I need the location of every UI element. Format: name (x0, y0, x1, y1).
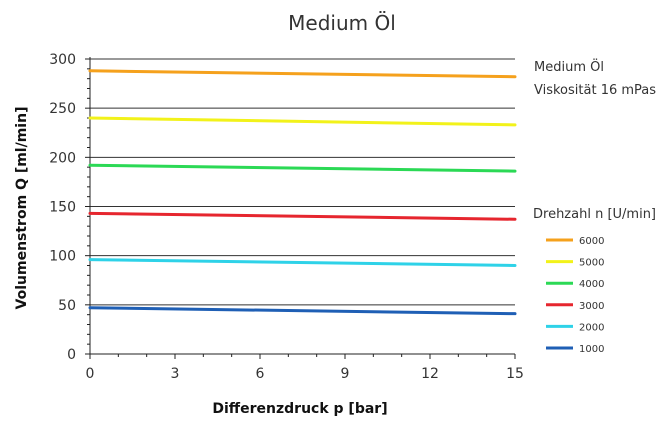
series-line-3000 (88, 211, 517, 221)
grid-lines (90, 58, 515, 306)
chart-title: Medium Öl (288, 11, 396, 35)
info-viscosity: Viskosität 16 mPas (534, 83, 656, 98)
y-tick-label: 150 (49, 200, 76, 216)
y-tick-label: 100 (49, 249, 76, 265)
y-tick-label: 50 (58, 298, 76, 314)
series-line-2000 (88, 258, 517, 267)
legend-label-1000: 1000 (579, 344, 604, 355)
x-tick-label: 6 (256, 366, 265, 382)
y-tick-label: 0 (67, 347, 76, 363)
y-tick-label: 300 (49, 52, 76, 68)
legend: 6000 5000 4000 3000 2000 1000 (546, 236, 604, 355)
x-tick-label: 0 (86, 366, 95, 382)
y-tick-label: 250 (49, 101, 76, 117)
x-tick-label: 15 (506, 366, 524, 382)
tick-labels: 0 50 100 150 200 250 300 0 3 6 9 12 15 (49, 52, 524, 382)
legend-label-6000: 6000 (579, 236, 604, 247)
x-axis-label: Differenzdruck p [bar] (212, 401, 387, 417)
legend-title: Drehzahl n [U/min] (533, 207, 656, 222)
axes (85, 57, 516, 359)
series-line-1000 (88, 306, 517, 316)
legend-label-5000: 5000 (579, 258, 604, 269)
info-medium: Medium Öl (534, 58, 604, 75)
y-tick-label: 200 (49, 150, 76, 166)
series-lines (88, 69, 517, 316)
legend-label-4000: 4000 (579, 279, 604, 290)
x-tick-label: 3 (171, 366, 180, 382)
y-axis-label: Volumenstrom Q [ml/min] (14, 107, 30, 310)
series-line-4000 (88, 163, 517, 173)
series-line-5000 (88, 116, 517, 127)
x-tick-label: 12 (421, 366, 439, 382)
legend-label-2000: 2000 (579, 322, 604, 333)
x-tick-label: 9 (341, 366, 350, 382)
legend-label-3000: 3000 (579, 301, 604, 312)
series-line-6000 (88, 69, 517, 79)
